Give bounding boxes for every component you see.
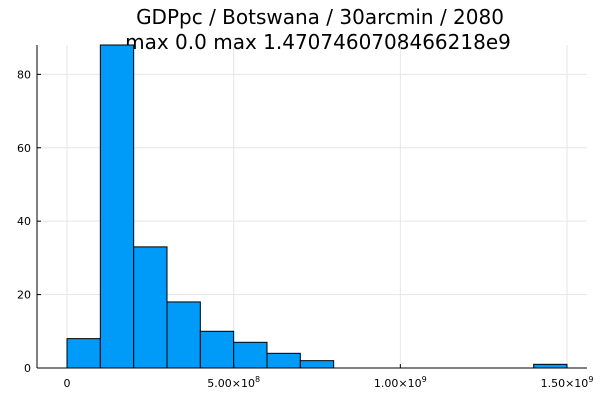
- y-tick-label: 20: [17, 289, 31, 302]
- histogram-bar: [166, 301, 201, 369]
- tick-labels: 0 5.00×108 1.00×109 1.50×109 0 20 40 60 80: [17, 68, 593, 390]
- chart-title-line-2: max 0.0 max 1.4707460708466218e9: [125, 30, 511, 54]
- histogram-bar: [99, 44, 135, 369]
- histogram-bar: [533, 363, 568, 369]
- histogram-bar: [299, 360, 335, 369]
- histogram-bar: [66, 338, 101, 369]
- y-tick-label: 40: [17, 215, 31, 228]
- x-tick-label: 1.00×109: [374, 375, 427, 390]
- x-tick-label: 1.50×109: [541, 375, 594, 390]
- histogram-bar: [133, 246, 168, 369]
- x-tick-label: 0: [64, 377, 71, 390]
- axes: [36, 45, 587, 369]
- histogram-bar: [233, 341, 268, 369]
- histogram-bar: [266, 352, 301, 369]
- y-tick-label: 60: [17, 142, 31, 155]
- histogram-bar: [199, 330, 235, 369]
- chart-title: GDPpc / Botswana / 30arcmin / 2080 max 0…: [125, 5, 511, 54]
- chart-title-line-1: GDPpc / Botswana / 30arcmin / 2080: [136, 5, 504, 29]
- y-tick-label: 0: [24, 362, 31, 375]
- y-tick-label: 80: [17, 68, 31, 81]
- x-tick-label: 5.00×108: [207, 375, 260, 390]
- bars: [66, 44, 568, 369]
